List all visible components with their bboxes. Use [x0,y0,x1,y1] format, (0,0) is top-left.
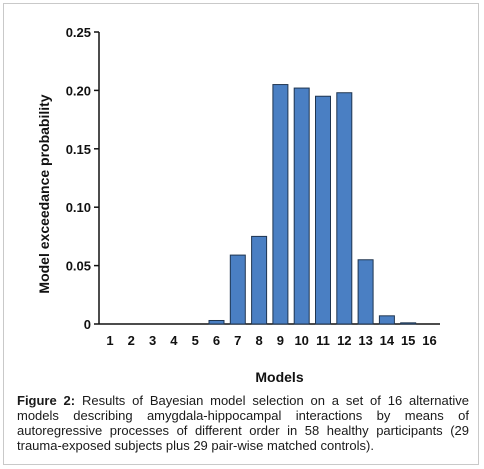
x-tick-label: 6 [213,333,220,348]
bar [272,84,289,325]
x-tick-label: 7 [234,333,241,348]
x-tick-label: 8 [255,333,262,348]
x-axis-label: Models [255,369,303,385]
bar-chart: 00.050.100.150.200.251 2 3 4 5 6 7 8 9 10 11 12 13 14… [36,25,440,385]
bar [293,87,310,325]
x-tick-label: 4 [170,333,178,348]
x-tick-label: 13 [358,333,372,348]
bar [400,322,417,325]
x-tick-label: 5 [192,333,199,348]
x-tick-label: 11 [316,333,330,348]
bar [378,315,395,325]
y-tick-label: 0.20 [66,83,91,98]
figure-caption: Figure 2: Results of Bayesian model sele… [17,393,469,453]
y-tick-label: 0 [84,317,91,332]
x-tick-label: 12 [337,333,351,348]
y-tick-label: 0.25 [66,25,91,40]
y-axis-label: Model exceedance probability [36,94,52,293]
figure-frame [3,3,479,465]
bar [229,254,246,325]
y-tick-label: 0.15 [66,142,91,157]
caption-text: Results of Bayesian model selection on a… [17,393,469,453]
caption-label: Figure 2: [17,393,76,408]
bar [251,235,268,325]
x-tick-label: 2 [128,333,135,348]
x-tick-label: 1 [106,333,113,348]
x-tick-label: 14 [380,333,395,348]
x-tick-label: 3 [149,333,156,348]
x-tick-label: 16 [422,333,436,348]
x-tick-label: 9 [277,333,284,348]
bar [336,92,353,325]
y-tick-label: 0.05 [66,259,91,274]
bar [208,319,225,325]
bar [357,259,374,325]
x-tick-label: 10 [294,333,308,348]
bar [315,95,331,325]
y-tick-label: 0.10 [66,200,91,215]
x-tick-label: 15 [401,333,415,348]
